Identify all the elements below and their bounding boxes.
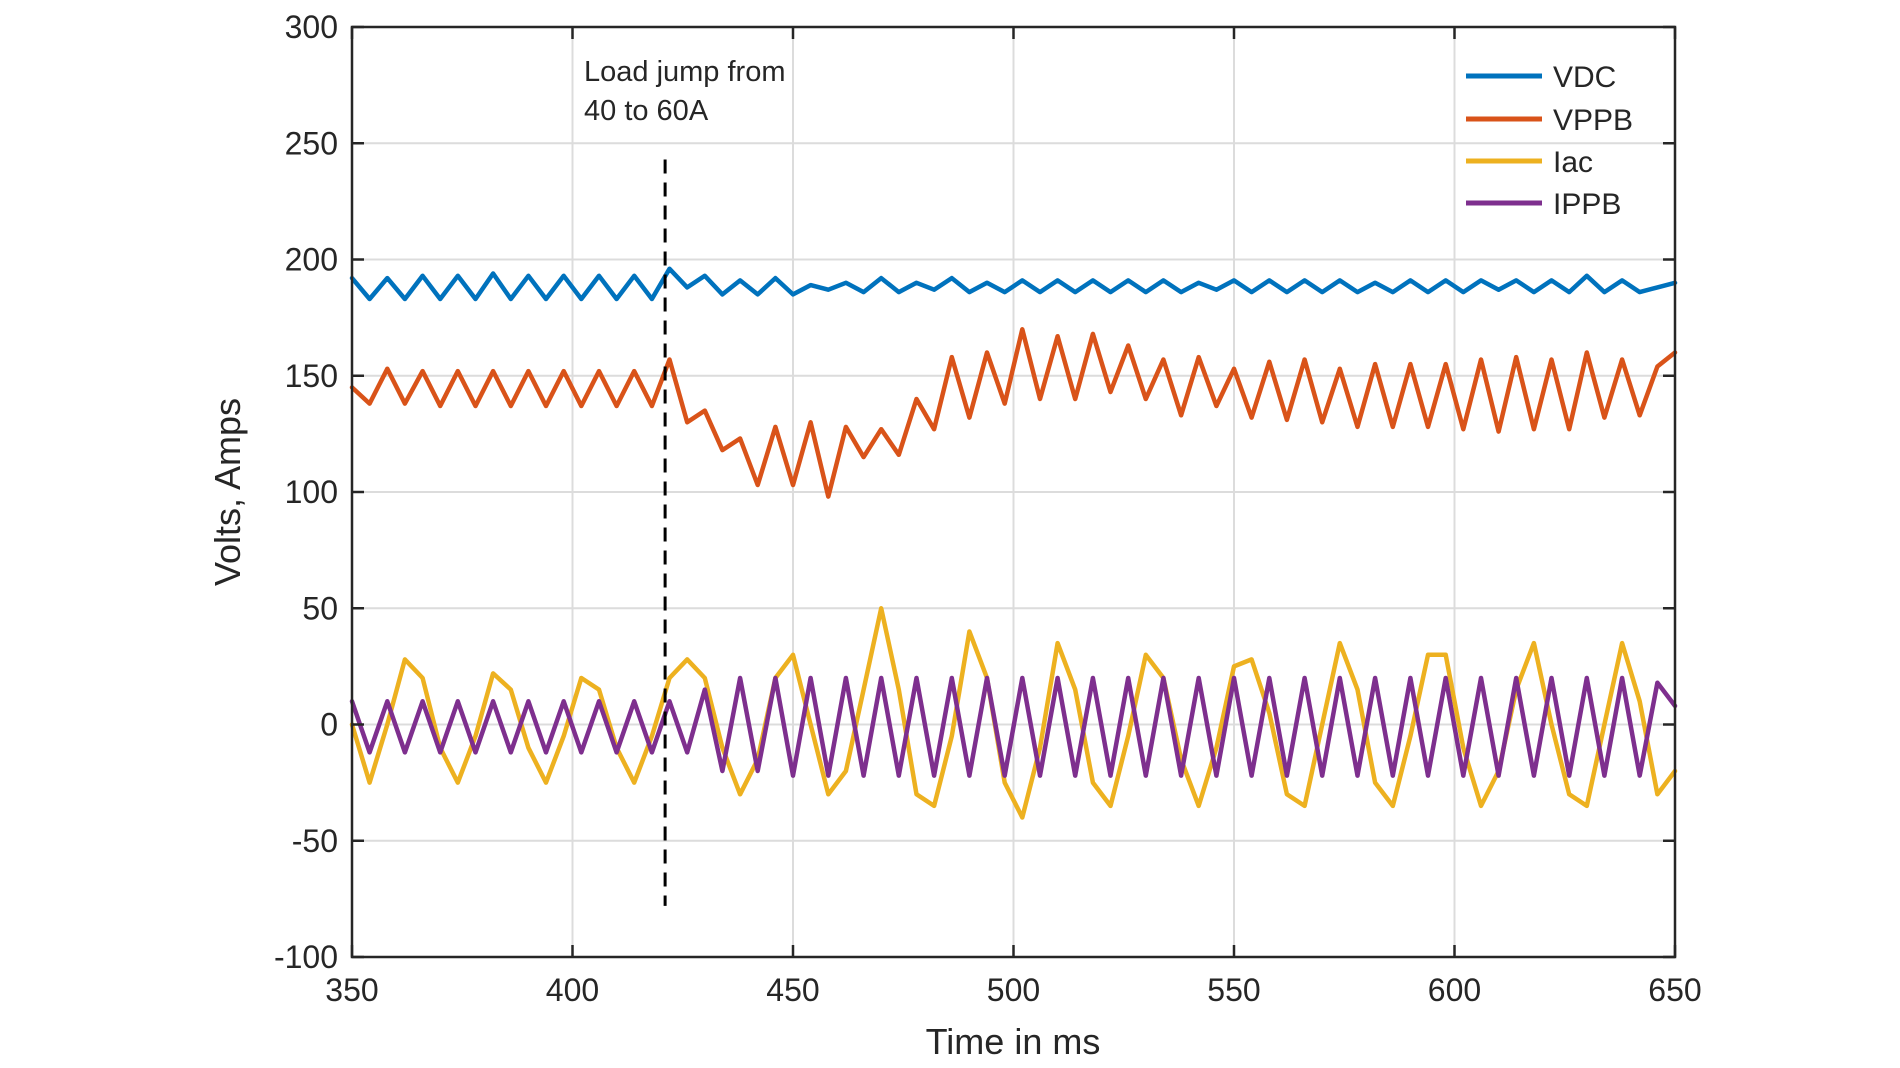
x-tick-label: 650 <box>1648 972 1701 1008</box>
legend-label-ippb: IPPB <box>1553 188 1621 221</box>
series-line-vdc <box>349 266 1678 302</box>
series-layer <box>349 266 1678 820</box>
y-tick-label: 0 <box>320 707 338 743</box>
x-tick-label: 400 <box>546 972 599 1008</box>
y-tick-label: 100 <box>285 474 338 510</box>
y-tick-label: 200 <box>285 242 338 278</box>
y-tick-label: -50 <box>292 823 338 859</box>
x-tick-label: 600 <box>1428 972 1481 1008</box>
series-line-iac <box>349 606 1678 820</box>
x-tick-label: 350 <box>325 972 378 1008</box>
legend: VDC VPPB Iac IPPB <box>1466 61 1633 221</box>
y-tick-label: -100 <box>274 939 338 975</box>
x-tick-label: 450 <box>766 972 819 1008</box>
annotation-line-1: Load jump from <box>584 56 786 88</box>
legend-label-vdc: VDC <box>1553 61 1616 94</box>
y-axis-label: Volts, Amps <box>207 398 248 586</box>
legend-label-iac: Iac <box>1553 146 1593 179</box>
annotation: Load jump from 40 to 60A <box>584 56 786 127</box>
grid <box>351 26 1676 958</box>
series-line-vppb <box>349 327 1678 499</box>
series-line-ippb <box>349 675 1678 778</box>
annotation-line-2: 40 to 60A <box>584 95 709 127</box>
y-tick-label: 150 <box>285 358 338 394</box>
x-tick-label: 550 <box>1207 972 1260 1008</box>
x-axis-label: Time in ms <box>926 1021 1101 1062</box>
axes-ticks: 350 400 450 500 550 600 650 -100 -50 0 50 100 150 200… <box>274 9 1702 1008</box>
x-tick-label: 500 <box>987 972 1040 1008</box>
y-tick-label: 50 <box>302 590 338 626</box>
y-tick-label: 300 <box>285 9 338 45</box>
legend-label-vppb: VPPB <box>1553 104 1633 137</box>
y-tick-label: 250 <box>285 125 338 161</box>
